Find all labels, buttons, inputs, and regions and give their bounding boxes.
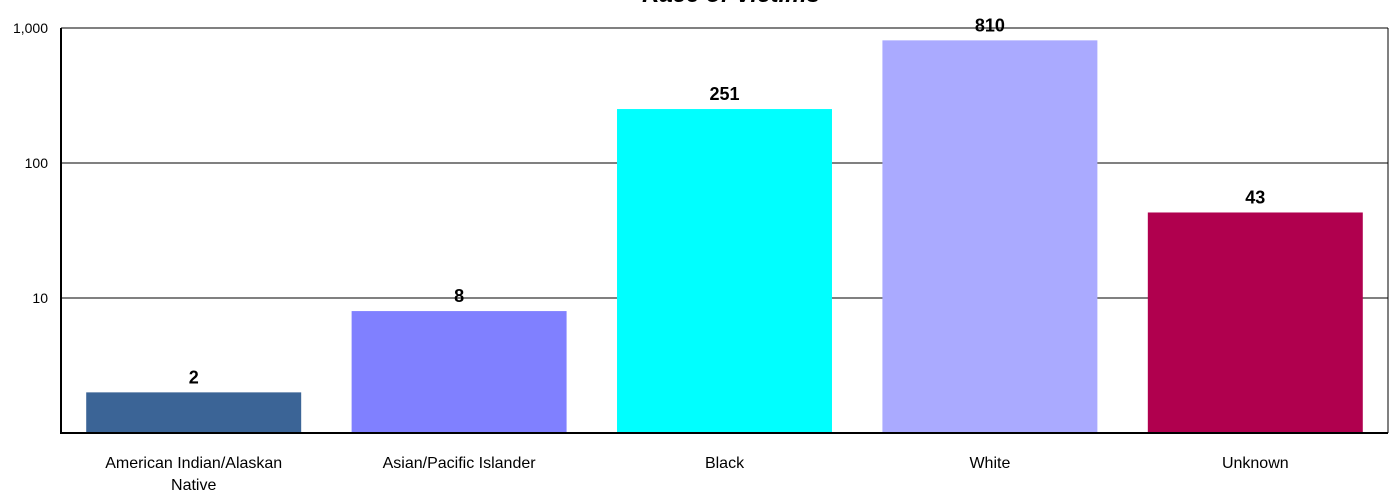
axes: [60, 27, 1389, 434]
data-labels: 2 8 251 810 43: [189, 15, 1266, 387]
category-label: Native: [171, 477, 216, 494]
category-label: Asian/Pacific Islander: [383, 455, 537, 472]
chart-title: Race of Victims: [642, 0, 820, 8]
y-axis-tick-labels: 10 100 1,000: [13, 20, 48, 306]
data-label: 43: [1245, 187, 1265, 207]
y-tick-label: 10: [32, 290, 48, 306]
category-label: Unknown: [1222, 455, 1289, 472]
bar: [1147, 212, 1363, 433]
bar: [86, 392, 302, 433]
x-axis-category-labels: American Indian/Alaskan Native Asian/Pacif…: [105, 455, 1288, 494]
category-label: Black: [705, 455, 745, 472]
data-label: 8: [454, 286, 464, 306]
bar: [617, 109, 832, 434]
category-label: American Indian/Alaskan: [105, 455, 282, 472]
data-label: 2: [189, 367, 199, 387]
data-label: 251: [709, 84, 739, 104]
data-label: 810: [975, 15, 1005, 35]
y-tick-label: 100: [25, 155, 49, 171]
bar: [882, 40, 1098, 433]
bar: [351, 311, 567, 433]
bars: [86, 40, 1363, 434]
category-label: White: [969, 455, 1010, 472]
y-tick-label: 1,000: [13, 20, 48, 36]
